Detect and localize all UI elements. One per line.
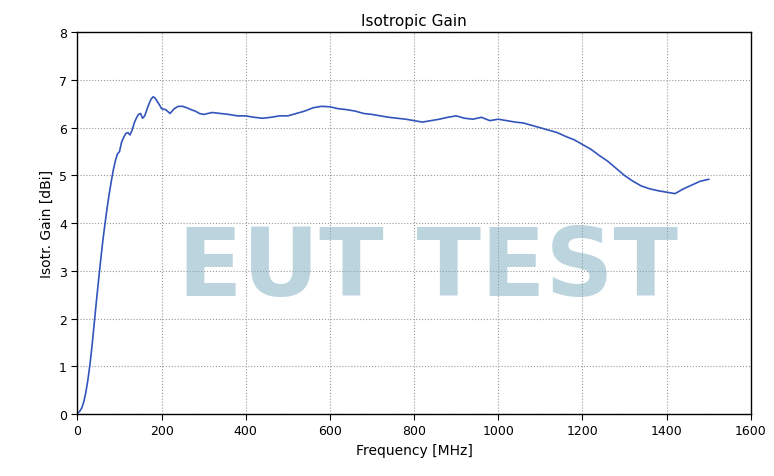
- Title: Isotropic Gain: Isotropic Gain: [361, 14, 467, 30]
- X-axis label: Frequency [MHz]: Frequency [MHz]: [355, 443, 473, 457]
- Text: EUT TEST: EUT TEST: [177, 224, 677, 315]
- Y-axis label: Isotr. Gain [dBi]: Isotr. Gain [dBi]: [39, 170, 53, 278]
